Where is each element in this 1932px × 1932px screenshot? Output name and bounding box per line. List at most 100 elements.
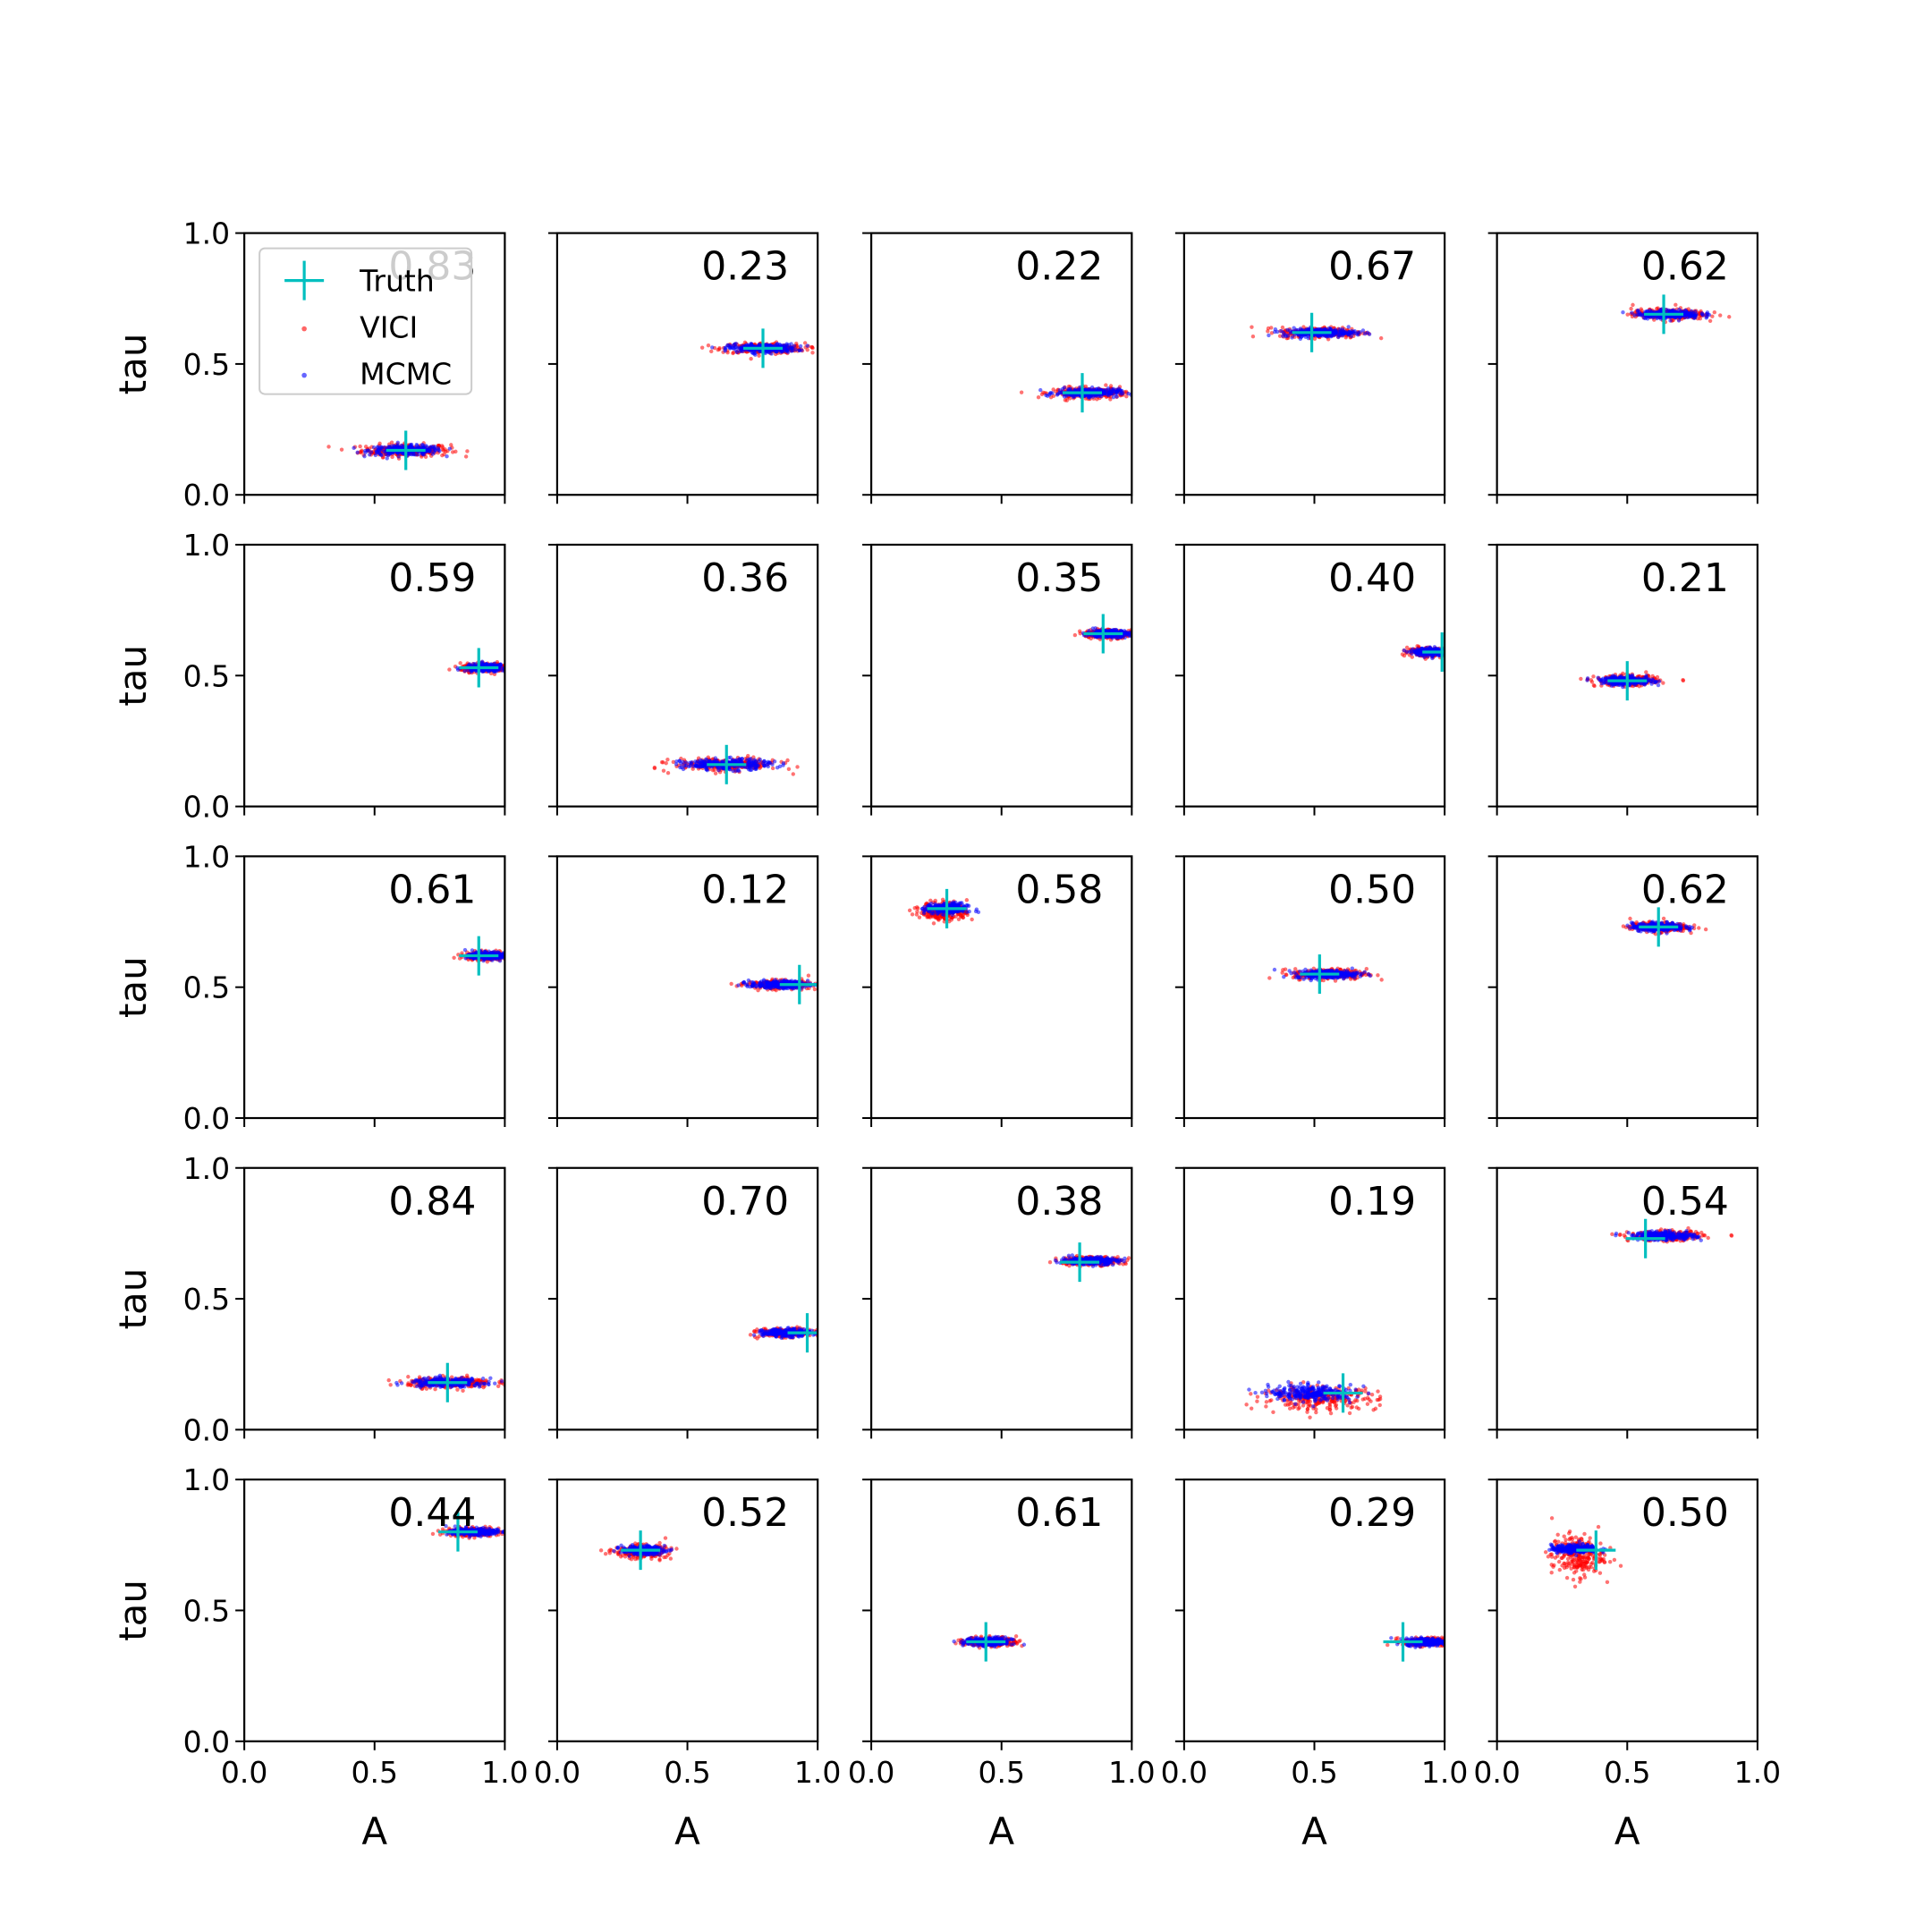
mcmc-sample-point	[681, 759, 685, 765]
mcmc-sample-point	[734, 350, 740, 355]
vici-sample-point	[671, 759, 676, 765]
vici-sample-point	[1280, 325, 1285, 330]
truth-marker	[1422, 631, 1445, 672]
mcmc-sample-point	[1673, 309, 1677, 314]
vici-sample-point	[826, 344, 830, 348]
mcmc-sample-point	[409, 445, 413, 449]
mcmc-sample-point	[719, 766, 724, 770]
mcmc-sample-point	[414, 443, 419, 447]
panel-points	[447, 648, 520, 688]
vici-sample-point	[1446, 654, 1450, 657]
vici-sample-point	[463, 454, 469, 459]
mcmc-sample-point	[516, 665, 520, 668]
mcmc-sample-point	[1635, 309, 1640, 314]
vici-sample-point	[507, 664, 511, 667]
y-tick-label: 0.0	[183, 790, 230, 825]
vici-sample-point	[1448, 650, 1452, 654]
truth-marker	[707, 744, 747, 784]
mcmc-sample-point	[467, 662, 472, 666]
vici-sample-point	[444, 449, 448, 454]
vici-sample-point	[506, 665, 510, 668]
mcmc-sample-point	[766, 764, 770, 769]
vici-sample-point	[664, 761, 668, 766]
truth-marker	[1292, 312, 1332, 352]
mcmc-sample-point	[1687, 315, 1691, 319]
mcmc-sample-point	[772, 759, 777, 764]
truth-marker	[1644, 294, 1684, 335]
mcmc-sample-point	[484, 663, 489, 667]
mcmc-sample-point	[436, 447, 441, 453]
panel-points	[1579, 661, 1686, 701]
vici-sample-point	[709, 349, 714, 354]
vici-sample-point	[1591, 682, 1597, 688]
mcmc-sample-point	[688, 763, 693, 768]
mcmc-sample-point	[508, 667, 512, 671]
vici-sample-point	[786, 767, 792, 772]
mcmc-sample-point	[750, 763, 756, 767]
mcmc-sample-point	[696, 765, 700, 769]
mcmc-sample-point	[1066, 387, 1072, 393]
mcmc-sample-point	[1281, 334, 1285, 338]
mcmc-sample-point	[1090, 626, 1096, 631]
mcmc-sample-point	[1087, 386, 1092, 392]
mcmc-sample-point	[512, 666, 515, 670]
panel-7: 0.36	[547, 543, 819, 816]
mcmc-sample-point	[1445, 652, 1449, 656]
vici-sample-point	[1269, 326, 1274, 330]
panel-value-label: 0.62	[1641, 244, 1729, 290]
vici-sample-point	[1727, 315, 1732, 319]
mcmc-sample-point	[508, 665, 512, 669]
vici-sample-point	[652, 766, 657, 771]
mcmc-sample-point	[387, 451, 392, 455]
mcmc-sample-point	[418, 445, 422, 450]
mcmc-sample-point	[693, 759, 698, 764]
vici-sample-point	[1710, 314, 1715, 318]
vici-sample-point	[1064, 398, 1070, 402]
mcmc-sample-point	[1454, 650, 1458, 654]
panel-points	[699, 328, 830, 369]
vici-sample-point	[1036, 395, 1041, 400]
y-tick-label: 1.0	[183, 528, 230, 563]
mcmc-sample-point	[1346, 325, 1351, 329]
vici-sample-point	[716, 347, 720, 352]
mcmc-sample-point	[1290, 335, 1294, 340]
panel-value-label: 0.59	[388, 555, 476, 601]
vici-sample-point	[1448, 648, 1452, 651]
mcmc-sample-point	[683, 760, 689, 765]
vici-sample-point	[1410, 655, 1414, 659]
vici-sample-point	[1712, 309, 1717, 315]
mcmc-sample-point	[782, 346, 786, 351]
panel-4: 0.67	[1174, 232, 1446, 504]
truth-marker	[459, 648, 499, 688]
panel-5: 0.62	[1487, 232, 1759, 504]
vici-sample-point	[449, 443, 453, 447]
mcmc-sample-point	[1630, 310, 1634, 315]
mcmc-sample-point	[705, 767, 709, 773]
mcmc-sample-point	[508, 666, 512, 670]
vici-sample-point	[453, 449, 458, 454]
mcmc-sample-point	[1114, 394, 1119, 399]
mcmc-sample-point	[1295, 327, 1301, 333]
mcmc-sample-point	[674, 762, 679, 767]
panel-points	[652, 744, 800, 784]
mcmc-sample-point	[1083, 387, 1088, 392]
panel-points	[1400, 631, 1458, 672]
mcmc-sample-point	[743, 765, 748, 769]
vici-sample-point	[465, 449, 470, 453]
vici-sample-point	[1138, 393, 1141, 396]
vici-sample-point	[770, 766, 775, 771]
mcmc-sample-point	[732, 343, 736, 347]
vici-sample-point	[1631, 302, 1635, 308]
mcmc-sample-point	[462, 668, 467, 674]
panel-value-label: 0.22	[1015, 244, 1103, 290]
mcmc-sample-point	[723, 347, 728, 352]
vici-sample-point	[1108, 397, 1113, 402]
vici-sample-point	[1629, 306, 1633, 311]
mcmc-sample-point	[1114, 389, 1120, 394]
mcmc-sample-point	[1693, 309, 1698, 314]
vici-sample-point	[1139, 629, 1142, 632]
mcmc-sample-point	[1306, 327, 1310, 332]
mcmc-sample-point	[362, 448, 368, 453]
vici-sample-point	[1095, 397, 1099, 402]
